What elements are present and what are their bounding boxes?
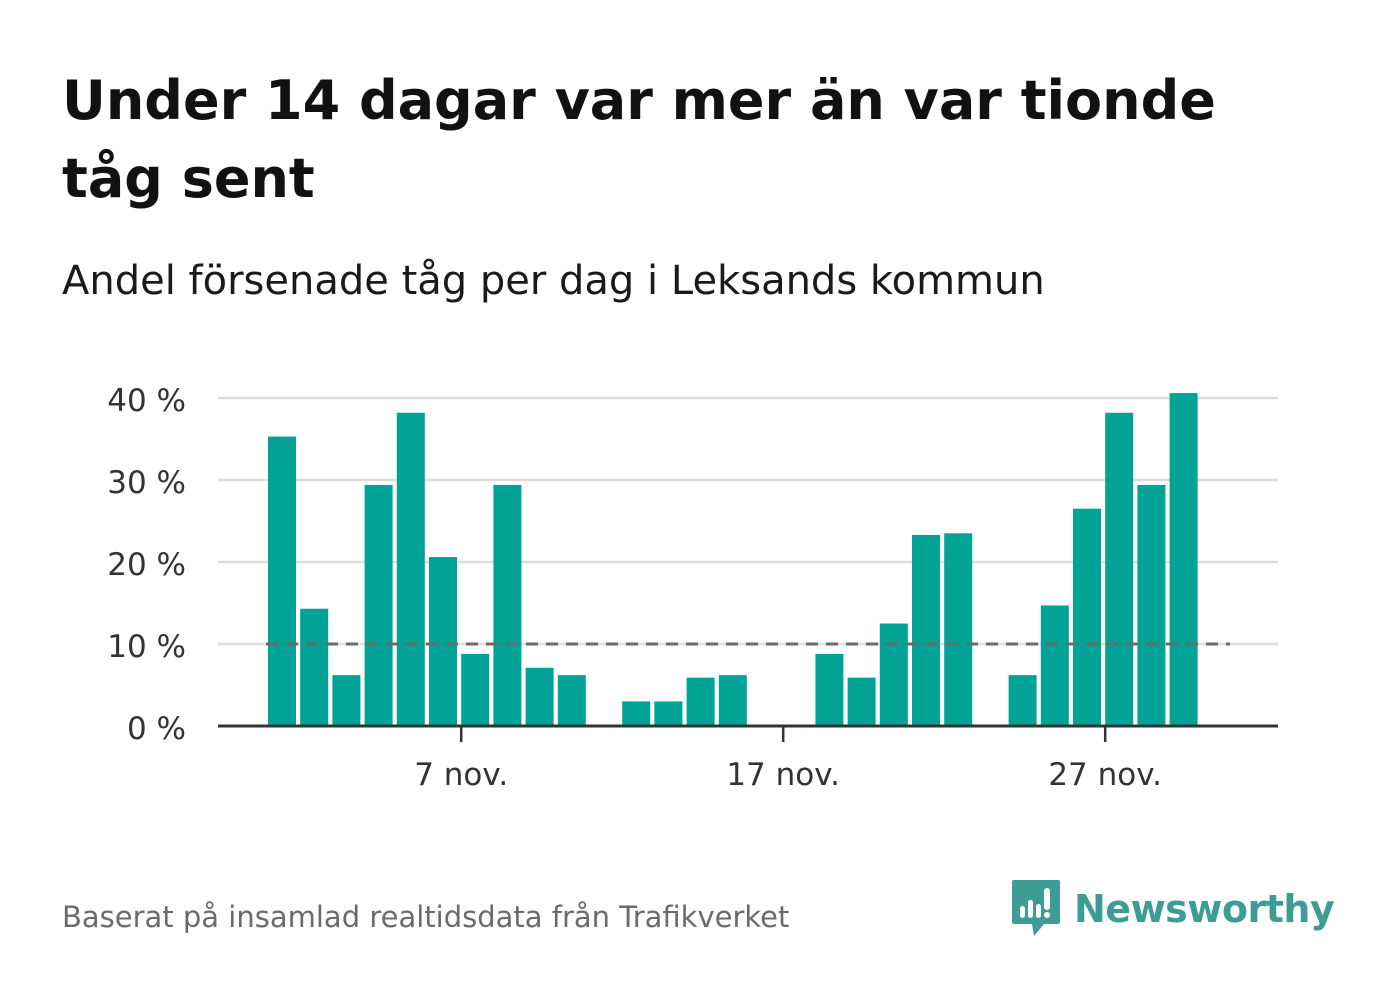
brand-name: Newsworthy	[1074, 887, 1335, 931]
bar	[396, 412, 425, 726]
y-tick-label: 20 %	[107, 547, 186, 583]
bar	[364, 484, 393, 726]
x-tick-label: 17 nov.	[726, 757, 840, 793]
x-tick-label: 7 nov.	[414, 757, 508, 793]
bar	[944, 533, 973, 726]
bar	[815, 653, 844, 726]
bar	[1040, 605, 1069, 726]
bar-chart: 0 % 10 % 20 % 30 % 40 % 7 nov. 17 nov. 27 nov.	[107, 383, 1278, 793]
bar	[557, 675, 586, 726]
bar	[525, 667, 554, 726]
bar	[429, 557, 457, 726]
bar	[461, 653, 490, 726]
y-tick-label: 10 %	[107, 629, 186, 665]
bar	[718, 675, 747, 726]
bar	[622, 701, 651, 726]
brand-logo: Newsworthy	[1010, 878, 1335, 940]
y-tick-label: 40 %	[107, 383, 186, 419]
chart-subtitle: Andel försenade tåg per dag i Leksands k…	[62, 258, 1045, 304]
bar	[300, 608, 329, 726]
y-tick-label: 30 %	[107, 465, 186, 501]
bar	[1105, 412, 1134, 726]
newsworthy-logo-icon	[1012, 880, 1060, 936]
bar	[332, 675, 361, 726]
bar	[1073, 508, 1101, 726]
chart-title: Under 14 dagar var mer än var tionde tåg…	[62, 69, 1216, 210]
bar	[493, 484, 522, 726]
bar	[686, 677, 715, 726]
source-note: Baserat på insamlad realtidsdata från Tr…	[62, 900, 790, 934]
bar	[1137, 484, 1166, 726]
x-tick-label: 27 nov.	[1048, 757, 1162, 793]
bar	[1008, 675, 1037, 726]
bar	[268, 436, 296, 726]
bar	[879, 623, 908, 726]
y-tick-label: 0 %	[127, 711, 186, 747]
bar	[847, 677, 876, 726]
bar	[654, 701, 683, 726]
bar	[912, 534, 940, 726]
bar	[1169, 393, 1198, 726]
